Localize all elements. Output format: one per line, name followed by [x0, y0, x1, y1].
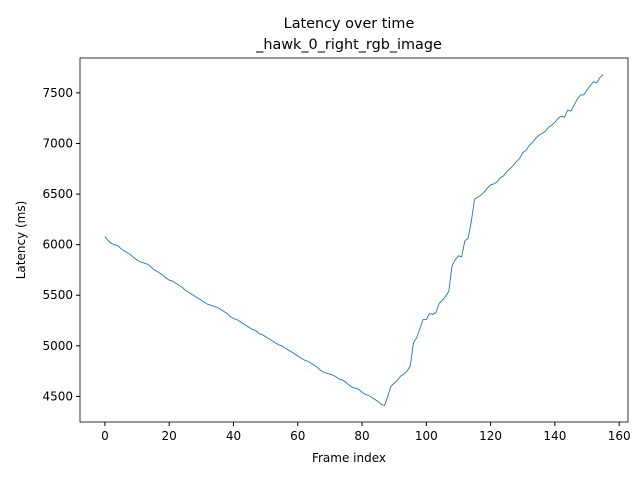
- y-tick-label: 5000: [42, 339, 73, 353]
- y-tick-label: 6500: [42, 187, 73, 201]
- x-tick-label: 60: [290, 429, 305, 443]
- chart-title: Latency over time: [284, 16, 415, 32]
- y-tick-label: 6000: [42, 238, 73, 252]
- x-tick-label: 0: [101, 429, 109, 443]
- x-tick-label: 120: [479, 429, 502, 443]
- x-tick-label: 80: [354, 429, 369, 443]
- x-tick-label: 140: [543, 429, 566, 443]
- y-axis-label: Latency (ms): [14, 201, 28, 280]
- x-axis-label: Frame index: [312, 451, 386, 465]
- chart-subtitle: _hawk_0_right_rgb_image: [255, 37, 442, 53]
- x-tick-label: 160: [608, 429, 631, 443]
- y-tick-label: 7500: [42, 86, 73, 100]
- x-tick-label: 20: [162, 429, 177, 443]
- x-tick-label: 100: [415, 429, 438, 443]
- x-tick-label: 40: [226, 429, 241, 443]
- plot-frame: [79, 57, 629, 423]
- y-tick-label: 4500: [42, 389, 73, 403]
- y-tick-label: 5500: [42, 288, 73, 302]
- y-tick-label: 7000: [42, 136, 73, 150]
- line-series: [104, 74, 604, 407]
